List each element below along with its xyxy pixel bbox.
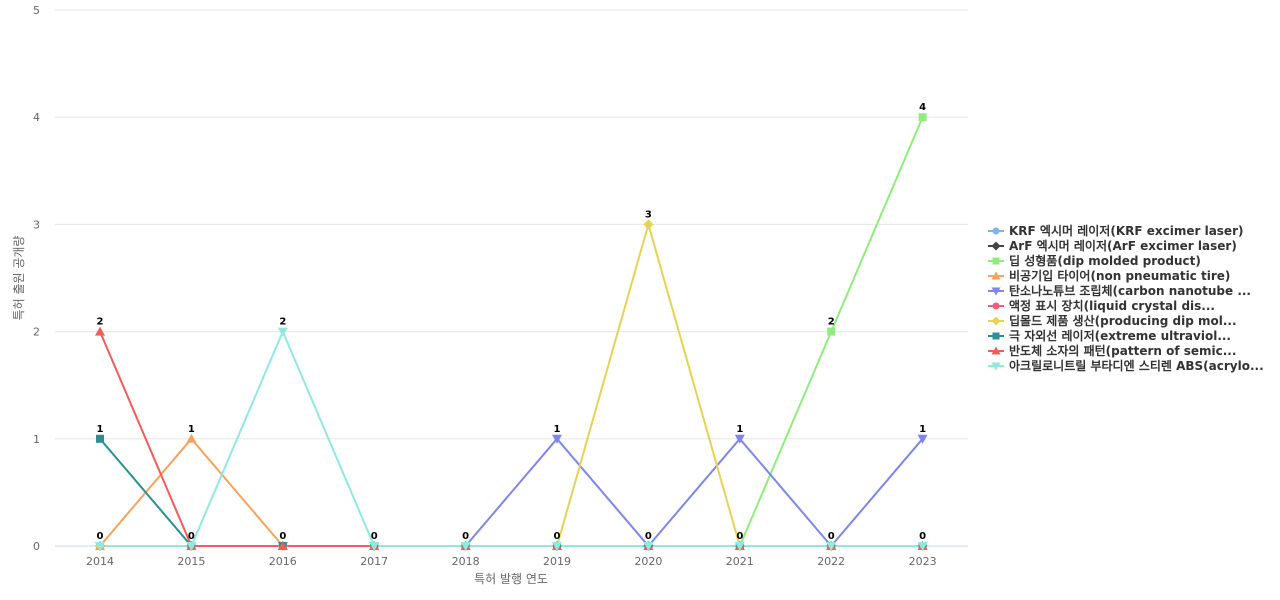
legend-item[interactable]: 극 자외선 레이저(extreme ultraviol...: [988, 328, 1231, 343]
y-tick-label: 3: [33, 218, 40, 231]
data-label: 2: [279, 317, 286, 328]
x-tick-label: 2015: [177, 555, 205, 568]
legend-marker: [991, 362, 1001, 371]
legend-label: 탄소나노튜브 조립체(carbon nanotube ...: [1009, 283, 1251, 298]
data-point[interactable]: [552, 542, 562, 551]
data-point[interactable]: [552, 434, 562, 444]
data-point[interactable]: [826, 542, 837, 551]
legend-marker: [991, 346, 1001, 355]
x-tick-label: 2016: [269, 555, 297, 568]
data-labels: 2 1 0 1 0 2 0 0 0 1 0 3 0 1 0 2 0 4 1 0: [97, 102, 927, 542]
legend-marker: [991, 271, 1001, 280]
x-tick-label: 2017: [360, 555, 388, 568]
legend-marker: [991, 287, 1001, 296]
data-label: 1: [97, 424, 104, 435]
x-tick-label: 2021: [726, 555, 754, 568]
data-label: 0: [462, 531, 469, 542]
x-tick-label: 2020: [634, 555, 662, 568]
legend-marker: [991, 241, 1001, 251]
data-point[interactable]: [95, 326, 105, 336]
data-label: 1: [554, 424, 561, 435]
series-line-10[interactable]: [100, 330, 923, 547]
x-tick-label: 2022: [817, 555, 845, 568]
series-line-7[interactable]: [100, 223, 923, 547]
y-tick-label: 0: [33, 540, 40, 553]
data-label: 0: [554, 531, 561, 542]
y-tick-label: 4: [33, 111, 40, 124]
y-axis: 0 1 2 3 4 5: [33, 4, 40, 553]
data-point[interactable]: [918, 113, 927, 122]
data-point[interactable]: [643, 219, 654, 230]
legend: KRF 엑시머 레이저(KRF excimer laser)ArF 엑시머 레이…: [988, 223, 1264, 373]
data-label: 0: [279, 531, 286, 542]
legend-label: KRF 엑시머 레이저(KRF excimer laser): [1009, 223, 1243, 238]
legend-item[interactable]: 아크릴로니트릴 부타디엔 스티렌 ABS(acrylo...: [988, 358, 1264, 373]
legend-marker: [992, 302, 1000, 310]
legend-label: 비공기입 타이어(non pneumatic tire): [1009, 268, 1230, 283]
series-markers: [95, 113, 928, 551]
data-point[interactable]: [277, 541, 288, 550]
data-point[interactable]: [734, 434, 745, 444]
data-label: 3: [645, 209, 652, 220]
y-tick-label: 1: [33, 433, 40, 446]
data-label: 0: [645, 531, 652, 542]
x-tick-label: 2019: [543, 555, 571, 568]
legend-item[interactable]: 딥몰드 제품 생산(producing dip mol...: [988, 313, 1237, 328]
legend-label: 딥 성형품(dip molded product): [1009, 253, 1201, 268]
data-point[interactable]: [827, 327, 836, 336]
legend-item[interactable]: 탄소나노튜브 조립체(carbon nanotube ...: [988, 283, 1251, 298]
x-tick-label: 2018: [452, 555, 480, 568]
legend-marker: [991, 316, 1001, 326]
data-point[interactable]: [734, 542, 745, 551]
data-label: 2: [828, 317, 835, 328]
data-label: 1: [919, 424, 926, 435]
data-point[interactable]: [917, 542, 928, 551]
data-label: 0: [97, 531, 104, 542]
x-tick-label: 2023: [909, 555, 937, 568]
data-label: 1: [188, 424, 195, 435]
series-line-5[interactable]: [100, 437, 924, 547]
data-label: 0: [371, 531, 378, 542]
legend-label: 극 자외선 레이저(extreme ultraviol...: [1009, 328, 1231, 343]
data-point[interactable]: [96, 434, 104, 443]
data-label: 0: [188, 531, 195, 542]
data-label: 1: [736, 424, 743, 435]
data-point[interactable]: [277, 327, 288, 337]
data-label: 4: [919, 102, 926, 113]
gridlines: [55, 9, 968, 547]
legend-item[interactable]: 반도체 소자의 패턴(pattern of semic...: [988, 343, 1236, 358]
data-label: 0: [828, 531, 835, 542]
x-axis-title: 특허 발행 연도: [474, 571, 548, 586]
data-point[interactable]: [186, 433, 197, 443]
y-tick-label: 5: [33, 4, 40, 17]
legend-marker: [992, 332, 1000, 340]
legend-item[interactable]: 액정 표시 장치(liquid crystal dis...: [988, 298, 1215, 313]
legend-label: ArF 엑시머 레이저(ArF excimer laser): [1009, 238, 1237, 253]
y-axis-title: 특허 출원 공개량: [12, 236, 26, 321]
x-tick-label: 2014: [86, 555, 114, 568]
legend-label: 아크릴로니트릴 부타디엔 스티렌 ABS(acrylo...: [1009, 358, 1264, 373]
legend-label: 딥몰드 제품 생산(producing dip mol...: [1009, 313, 1237, 328]
data-point[interactable]: [186, 542, 197, 551]
legend-item[interactable]: ArF 엑시머 레이저(ArF excimer laser): [988, 238, 1237, 253]
data-label: 0: [919, 531, 926, 542]
legend-item[interactable]: 딥 성형품(dip molded product): [988, 253, 1201, 268]
y-tick-label: 2: [33, 326, 40, 339]
legend-item[interactable]: 비공기입 타이어(non pneumatic tire): [988, 268, 1230, 283]
data-point[interactable]: [369, 542, 380, 551]
legend-marker: [992, 227, 1000, 235]
series-lines: [99, 116, 924, 547]
legend-marker: [992, 257, 1000, 265]
data-label: 2: [97, 317, 104, 328]
legend-label: 액정 표시 장치(liquid crystal dis...: [1009, 298, 1215, 313]
data-label: 0: [736, 531, 743, 542]
data-point[interactable]: [460, 542, 471, 551]
data-point[interactable]: [643, 542, 654, 551]
legend-label: 반도체 소자의 패턴(pattern of semic...: [1009, 343, 1236, 358]
data-point[interactable]: [95, 542, 105, 551]
legend-item[interactable]: KRF 엑시머 레이저(KRF excimer laser): [988, 223, 1243, 238]
data-point[interactable]: [917, 434, 928, 444]
